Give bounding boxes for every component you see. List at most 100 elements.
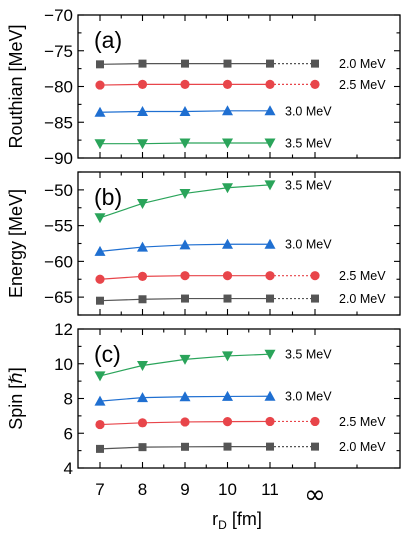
series-label: 3.0 MeV xyxy=(285,238,332,252)
data-point xyxy=(94,371,106,382)
data-point xyxy=(181,59,189,68)
series-label: 2.0 MeV xyxy=(339,440,386,454)
y-tick-label: −85 xyxy=(44,113,73,132)
data-point xyxy=(222,271,233,281)
series-label: 3.5 MeV xyxy=(285,348,332,362)
data-point xyxy=(137,418,148,428)
series-3-5-MeV: 3.5 MeV xyxy=(94,178,332,224)
data-point xyxy=(181,442,189,451)
series-label: 2.5 MeV xyxy=(339,78,386,92)
data-point xyxy=(222,79,233,89)
y-tick-label: −75 xyxy=(44,42,73,61)
data-point xyxy=(264,238,276,249)
data-point xyxy=(266,442,274,451)
series-3-0-MeV: 3.0 MeV xyxy=(94,238,332,256)
data-point xyxy=(181,294,189,303)
y-tick-label: 4 xyxy=(64,459,73,478)
series-label: 2.5 MeV xyxy=(339,269,386,283)
series-3-0-MeV: 3.0 MeV xyxy=(94,390,332,406)
y-tick-label: 10 xyxy=(54,355,73,374)
data-point xyxy=(179,188,191,199)
y-tick-label: −70 xyxy=(44,6,73,25)
x-tick-label: 9 xyxy=(180,480,189,499)
y-tick-label: −80 xyxy=(44,78,73,97)
data-point xyxy=(94,395,106,406)
panel-1: −90 −85 −80 −75 −70 Routhian [MeV] (a) 2.0 MeV 2… xyxy=(6,6,401,168)
data-point xyxy=(96,296,104,305)
data-point xyxy=(96,444,104,453)
data-point xyxy=(222,417,233,427)
data-point-limit xyxy=(310,79,320,89)
panel-label: (b) xyxy=(94,184,122,210)
data-point xyxy=(137,79,148,89)
data-point xyxy=(94,139,106,150)
series-label: 2.0 MeV xyxy=(339,57,386,71)
data-point xyxy=(265,416,275,427)
panel-3: 4 6 8 10 12 Spin [ℏ] (c) 3.5 MeV 3.0 MeV 2.5 MeV 2… xyxy=(6,320,401,478)
series-3-5-MeV: 3.5 MeV xyxy=(94,136,332,150)
series-2-5-MeV: 2.5 MeV xyxy=(95,269,386,284)
data-point xyxy=(95,80,105,90)
series-2-0-MeV: 2.0 MeV xyxy=(96,440,386,454)
data-point xyxy=(94,106,106,117)
data-point xyxy=(138,295,147,304)
data-point xyxy=(222,183,233,194)
y-tick-label: −55 xyxy=(44,217,73,236)
x-axis-label: rD [fm] xyxy=(212,509,262,532)
data-point xyxy=(266,294,274,303)
data-point xyxy=(96,60,104,69)
data-point xyxy=(138,443,147,452)
data-point-limit xyxy=(310,416,320,427)
series-label: 3.0 MeV xyxy=(285,390,332,404)
data-point xyxy=(265,79,275,89)
data-point-limit xyxy=(311,442,319,451)
data-point xyxy=(180,79,190,89)
data-point xyxy=(137,139,148,150)
data-point xyxy=(264,105,276,116)
series-3-5-MeV: 3.5 MeV xyxy=(94,348,332,382)
x-tick-label: 8 xyxy=(138,480,147,499)
data-point-limit xyxy=(311,294,319,303)
y-tick-label: 12 xyxy=(54,320,73,339)
y-axis-label: Spin [ℏ] xyxy=(6,367,26,429)
data-point xyxy=(180,417,190,427)
y-axis-label: Energy [MeV] xyxy=(6,189,26,298)
y-tick-label: −60 xyxy=(44,252,73,271)
data-point xyxy=(137,360,148,371)
data-point xyxy=(137,271,148,281)
data-point xyxy=(222,138,233,149)
data-point xyxy=(180,271,190,281)
series-2-0-MeV: 2.0 MeV xyxy=(96,57,386,71)
data-point xyxy=(179,391,191,402)
data-point xyxy=(264,180,276,191)
data-point xyxy=(179,354,191,365)
series-label: 3.0 MeV xyxy=(285,104,332,118)
data-point xyxy=(94,213,106,224)
data-point xyxy=(222,238,233,249)
panel-label: (a) xyxy=(94,27,122,53)
data-point xyxy=(138,59,147,68)
data-point xyxy=(264,349,276,360)
y-tick-label: −50 xyxy=(44,181,73,200)
x-tick-label: 7 xyxy=(95,480,104,499)
data-point-limit xyxy=(310,271,320,281)
data-point xyxy=(223,442,232,451)
series-label: 2.0 MeV xyxy=(339,292,386,306)
data-point xyxy=(95,274,105,284)
series-3-0-MeV: 3.0 MeV xyxy=(94,104,332,118)
data-point xyxy=(222,351,233,362)
data-point xyxy=(264,138,276,149)
data-point xyxy=(137,392,148,403)
data-point xyxy=(223,294,232,303)
y-tick-label: 8 xyxy=(64,390,73,409)
x-tick-label: 10 xyxy=(218,480,237,499)
data-point xyxy=(179,138,191,149)
data-point xyxy=(264,390,276,401)
data-point xyxy=(265,271,275,281)
data-point xyxy=(223,59,232,68)
series-2-5-MeV: 2.5 MeV xyxy=(95,415,386,430)
data-point xyxy=(137,241,148,252)
data-point xyxy=(137,106,148,117)
y-tick-label: −90 xyxy=(44,149,73,168)
